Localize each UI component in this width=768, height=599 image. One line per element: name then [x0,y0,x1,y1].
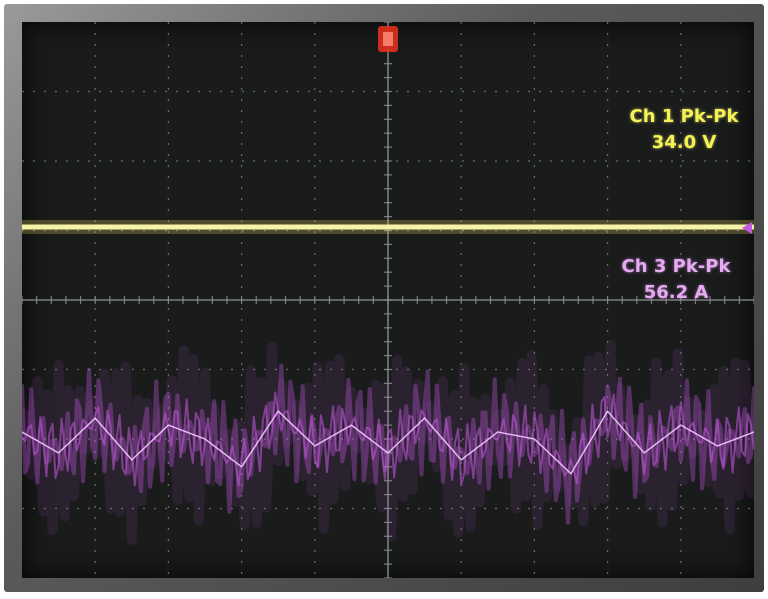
ch3-pk-pk-readout: Ch 3 Pk-Pk 56.2 A [610,254,742,306]
ch3-trace [22,410,754,475]
ch1-readout-value: 34.0 V [651,132,717,153]
ch3-readout-value: 56.2 A [643,282,709,303]
ch3-trace [22,339,754,546]
trigger-position-marker-core [383,32,393,46]
trigger-marker [378,26,752,234]
traces [22,220,754,546]
ch1-pk-pk-readout: Ch 1 Pk-Pk 34.0 V [618,104,750,156]
ch1-readout-label: Ch 1 Pk-Pk [629,106,739,127]
graticule [22,22,754,578]
scope-screen: Ch 1 Pk-Pk 34.0 V Ch 3 Pk-Pk 56.2 A [22,22,754,578]
ch3-trace [22,391,754,487]
ch3-readout-label: Ch 3 Pk-Pk [621,256,731,277]
ch3-trace [22,363,754,525]
ch3-level-marker [742,222,752,234]
oscilloscope-plot [22,22,754,578]
